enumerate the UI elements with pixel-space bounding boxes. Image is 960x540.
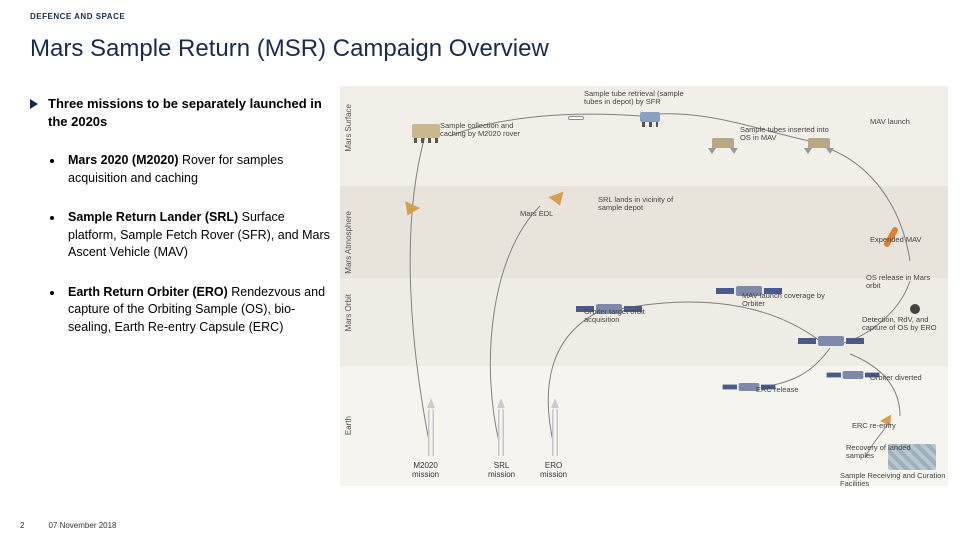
chevron-right-icon — [30, 99, 38, 109]
diagram-note: Orbiter target orbit acquisition — [584, 308, 674, 325]
bullet-bold: Mars 2020 (M2020) — [68, 153, 178, 167]
page-title: Mars Sample Return (MSR) Campaign Overvi… — [30, 35, 549, 63]
diagram-note: Expended MAV — [870, 236, 940, 244]
diagram-note: OS release in Mars orbit — [866, 274, 946, 291]
diagram-note: Recovery of landed samples — [846, 444, 936, 461]
bullet-icon — [50, 291, 54, 295]
bullet-list: Mars 2020 (M2020) Rover for samples acqu… — [30, 152, 330, 336]
diagram-note: Sample tubes inserted into OS in MAV — [740, 126, 830, 143]
header-label: DEFENCE AND SPACE — [30, 12, 125, 21]
mission-diagram: Mars Surface Mars Atmosphere Mars Orbit … — [340, 86, 948, 486]
band-label: Mars Orbit — [344, 294, 353, 331]
os-sphere-icon — [910, 304, 920, 314]
diagram-note: ERC release — [756, 386, 816, 394]
diagram-note: Detection, RdV, and capture of OS by ERO — [862, 316, 947, 333]
mission-label: EROmission — [540, 462, 567, 480]
orbiter-icon — [818, 336, 844, 346]
band-label: Earth — [344, 416, 353, 435]
footer: 2 07 November 2018 — [20, 521, 117, 530]
bullet-icon — [50, 159, 54, 163]
diagram-note: ERC re-entry — [852, 422, 912, 430]
lead-row: Three missions to be separately launched… — [30, 95, 330, 130]
lander-icon — [712, 138, 734, 148]
mission-label: M2020mission — [412, 462, 439, 480]
content-column: Three missions to be separately launched… — [30, 95, 330, 358]
diagram-note: Sample collection and caching by M2020 r… — [440, 122, 530, 139]
diagram-note: SRL lands in vicinity of sample depot — [598, 196, 698, 213]
diagram-note: Mars EDL — [520, 210, 570, 218]
diagram-note: MAV launch — [870, 118, 930, 126]
sfr-rover-icon — [640, 112, 660, 122]
page-number: 2 — [20, 521, 24, 530]
diagram-note: Sample tube retrieval (sample tubes in d… — [584, 90, 704, 107]
rover-icon — [412, 124, 440, 138]
rocket-icon — [498, 408, 504, 456]
list-item: Sample Return Lander (SRL) Surface platf… — [50, 209, 330, 262]
diagram-note: Orbiter diverted — [870, 374, 940, 382]
rocket-icon — [428, 408, 434, 456]
footer-date: 07 November 2018 — [48, 521, 116, 530]
edl-capsule-icon — [400, 201, 420, 219]
bullet-bold: Sample Return Lander (SRL) — [68, 210, 238, 224]
list-item: Mars 2020 (M2020) Rover for samples acqu… — [50, 152, 330, 187]
band-label: Mars Surface — [344, 104, 353, 152]
diagram-note: Sample Receiving and Curation Facilities — [840, 472, 950, 489]
sample-tube-icon — [568, 116, 584, 120]
diagram-note: MAV launch coverage by Orbiter — [742, 292, 842, 309]
mission-label: SRLmission — [488, 462, 515, 480]
band-label: Mars Atmosphere — [344, 211, 353, 274]
edl-capsule-icon — [548, 192, 567, 209]
bullet-bold: Earth Return Orbiter (ERO) — [68, 285, 228, 299]
lead-text: Three missions to be separately launched… — [48, 95, 330, 130]
list-item: Earth Return Orbiter (ERO) Rendezvous an… — [50, 284, 330, 337]
orbiter-icon — [843, 371, 864, 379]
bullet-icon — [50, 216, 54, 220]
rocket-icon — [552, 408, 558, 456]
